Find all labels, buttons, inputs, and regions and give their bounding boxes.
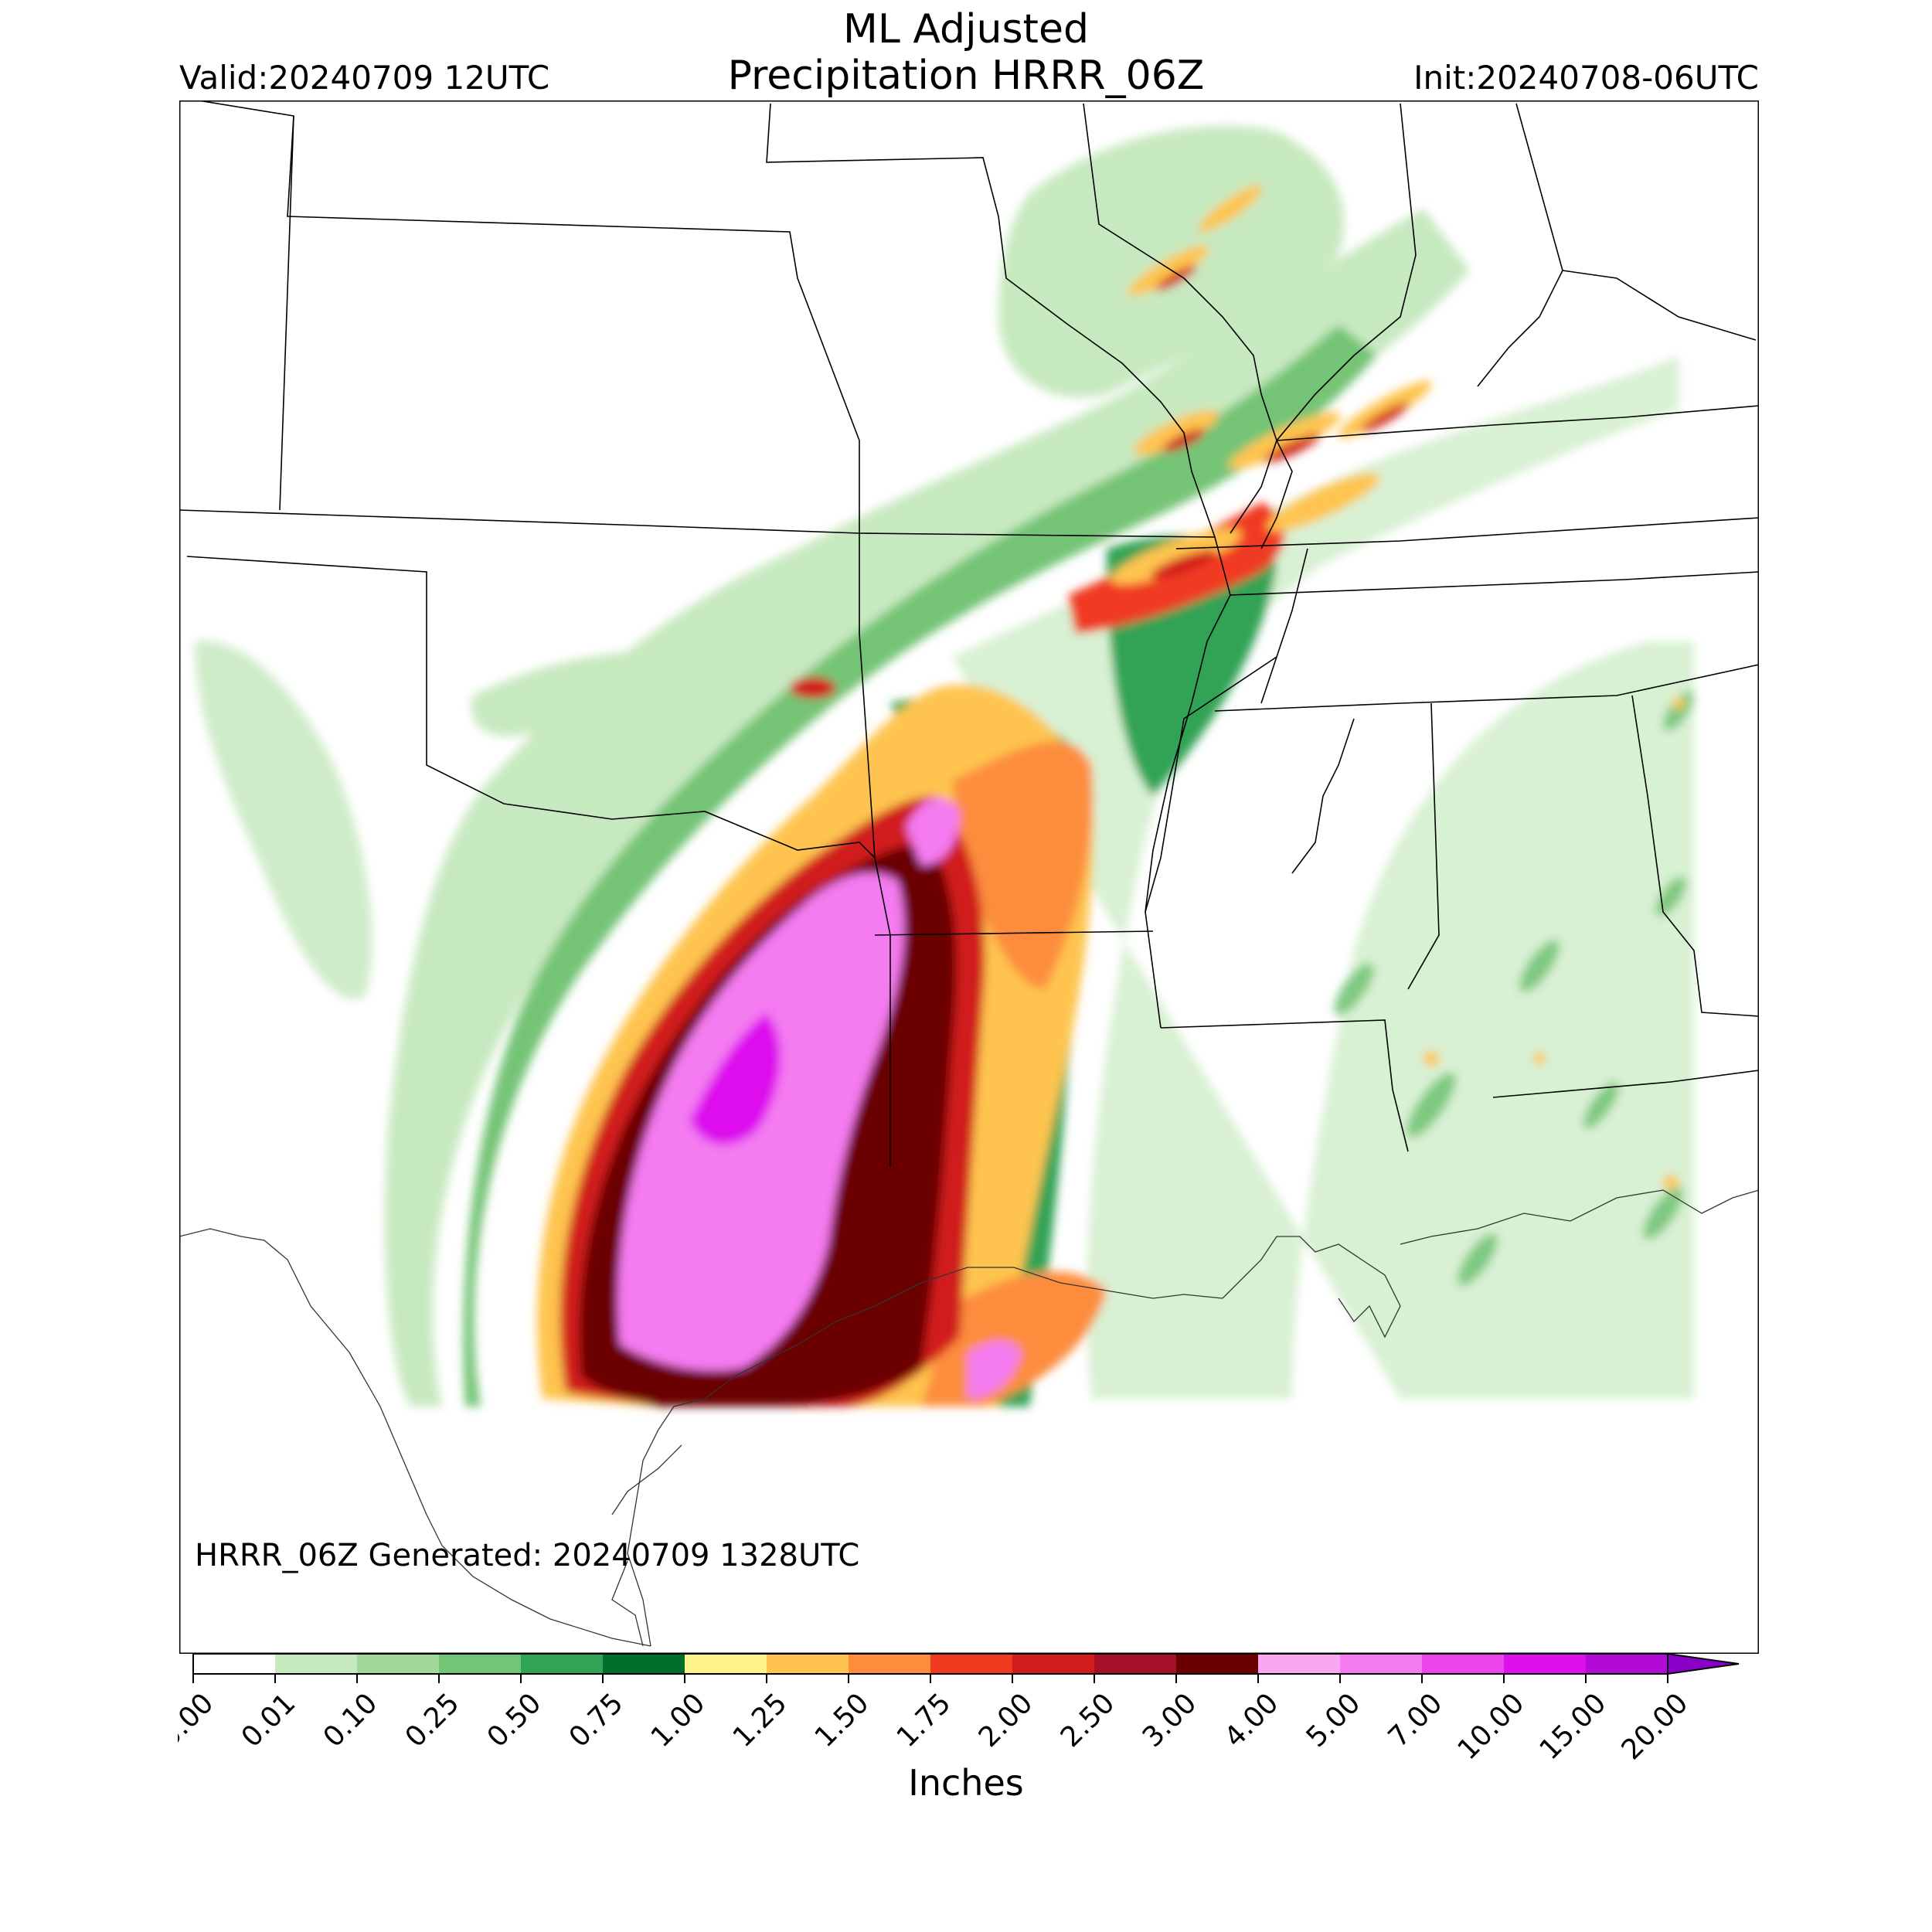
colorbar-tick-label: 2.50 — [1055, 1687, 1121, 1753]
colorbar-cell — [603, 1654, 685, 1674]
coastline — [179, 1189, 1759, 1647]
colorbar-cell — [849, 1654, 930, 1674]
colorbar-tick-label: 0.25 — [400, 1687, 466, 1753]
colorbar-cell — [685, 1654, 767, 1674]
colorbar-label: Inches — [908, 1762, 1024, 1804]
valid-time-label: Valid:20240709 12UTC — [179, 59, 550, 97]
colorbar-extend-arrow — [1667, 1652, 1740, 1675]
colorbar-cell — [193, 1654, 275, 1674]
colorbar-tick-label: 0.01 — [236, 1687, 302, 1753]
title-line-1: ML Adjusted — [843, 6, 1089, 53]
colorbar: 0.00 0.01 0.10 0.25 0.50 0.75 1.00 1.25 1.50 1.75… — [178, 1652, 1740, 1766]
colorbar-cell — [1094, 1654, 1176, 1674]
colorbar-cell — [930, 1654, 1012, 1674]
colorbar-tick-label: 1.00 — [645, 1687, 712, 1753]
colorbar-cell — [357, 1654, 439, 1674]
title-line-2: Precipitation HRRR_06Z — [727, 53, 1205, 99]
colorbar-tick-label: 7.00 — [1383, 1687, 1449, 1753]
colorbar-tick-label: 0.00 — [178, 1687, 219, 1753]
precipitation-map — [179, 100, 1759, 1654]
colorbar-tick-label: 0.75 — [563, 1687, 630, 1753]
map-title: ML Adjusted Precipitation HRRR_06Z — [0, 6, 1932, 99]
colorbar-tick-label: 3.00 — [1137, 1687, 1203, 1753]
colorbar-cell — [275, 1654, 357, 1674]
colorbar-tick-label: 1.75 — [891, 1687, 957, 1753]
colorbar-tick-label: 1.25 — [727, 1687, 794, 1753]
colorbar-cell — [767, 1654, 849, 1674]
colorbar-ticks: 0.00 0.01 0.10 0.25 0.50 0.75 1.00 1.25 1.50 1.75… — [178, 1674, 1694, 1766]
colorbar-tick-label: 5.00 — [1301, 1687, 1367, 1753]
colorbar-tick-label: 20.00 — [1616, 1687, 1695, 1766]
colorbar-cell — [1586, 1654, 1668, 1674]
colorbar-tick-label: 2.00 — [973, 1687, 1039, 1753]
colorbar-cell — [1258, 1654, 1340, 1674]
colorbar-cell — [1504, 1654, 1586, 1674]
precip-field — [195, 125, 1694, 1406]
colorbar-cell — [1012, 1654, 1094, 1674]
colorbar-tick-label: 0.10 — [318, 1687, 384, 1753]
colorbar-tick-label: 4.00 — [1219, 1687, 1285, 1753]
state-boundaries — [179, 100, 1759, 1167]
colorbar-cell — [439, 1654, 521, 1674]
colorbar-tick-label: 15.00 — [1534, 1687, 1613, 1766]
init-time-label: Init:20240708-06UTC — [1413, 59, 1759, 97]
colorbar-cell — [521, 1654, 603, 1674]
colorbar-cell — [1422, 1654, 1504, 1674]
colorbar-cell — [1176, 1654, 1258, 1674]
colorbar-tick-label: 10.00 — [1452, 1687, 1531, 1766]
generated-label: HRRR_06Z Generated: 20240709 1328UTC — [195, 1538, 860, 1573]
colorbar-tick-label: 0.50 — [481, 1687, 548, 1753]
colorbar-tick-label: 1.50 — [809, 1687, 876, 1753]
colorbar-cell — [1340, 1654, 1422, 1674]
colorbar-cells — [192, 1652, 1740, 1675]
